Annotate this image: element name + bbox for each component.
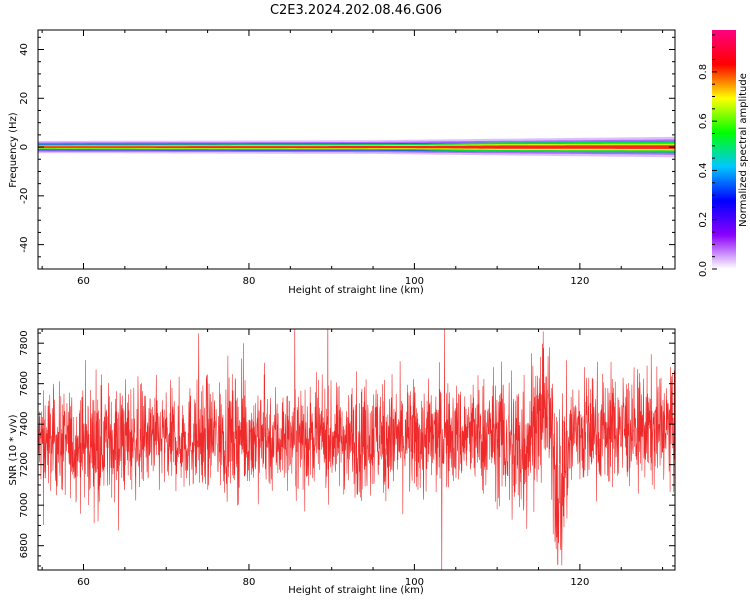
spectrogram-xlabel: Height of straight line (km) [288,285,424,296]
spectrogram-ytick-label: -20 [19,188,30,204]
spectral-band-core [38,145,675,149]
snr-ytick-label: 7400 [19,411,30,436]
chart-title: C2E3.2024.202.08.46.G06 [270,3,442,18]
colorbar: 0.0 0.2 0.4 0.6 0.8 Normalized spectral ampl… [698,30,749,277]
spectrogram-xtick-label: 100 [405,276,424,287]
snr-xlabel: Height of straight line (km) [288,585,424,596]
snr-ytick-label: 7600 [19,371,30,396]
colorbar-tick-label: 0.8 [698,64,709,80]
colorbar-gradient [712,30,736,269]
snr-ytick-label: 7800 [19,330,30,355]
spectrogram-ytick-label: 0 [19,144,30,150]
spectrogram-ylabel: Frequency (Hz) [8,112,19,188]
spectrogram-ytick-label: -40 [19,236,30,252]
colorbar-tick-label: 0.4 [698,162,709,178]
spectrogram-xtick-label: 80 [243,276,256,287]
spectrogram-frame [37,29,676,270]
spectrogram-panel: 60 80 100 120 -40 -20 0 20 40 Height of straight… [8,29,676,296]
snr-xtick-label: 100 [405,577,424,588]
colorbar-label: Normalized spectral amplitude [738,73,749,227]
snr-ytick-label: 7200 [19,452,30,477]
snr-ytick-label: 7000 [19,492,30,517]
snr-xtick-label: 120 [570,577,589,588]
snr-ylabel: SNR (10 * v/v) [8,414,19,485]
snr-ytick-label: 6800 [19,533,30,558]
colorbar-tick-label: 0.2 [698,212,709,228]
snr-panel: 60 80 100 120 6800 7000 7200 7400 7600 7800 Heigh… [8,328,676,596]
spectrogram-xtick-label: 60 [77,276,90,287]
colorbar-tick-label: 0.0 [698,261,709,277]
colorbar-tick-label: 0.6 [698,113,709,129]
spectrogram-ytick-label: 40 [19,43,30,56]
snr-series-line [38,329,675,570]
spectrogram-xtick-label: 120 [570,276,589,287]
spectrogram-ytick-label: 20 [19,92,30,105]
snr-frame [37,328,676,571]
snr-xtick-label: 60 [77,577,90,588]
snr-xtick-label: 80 [243,577,256,588]
